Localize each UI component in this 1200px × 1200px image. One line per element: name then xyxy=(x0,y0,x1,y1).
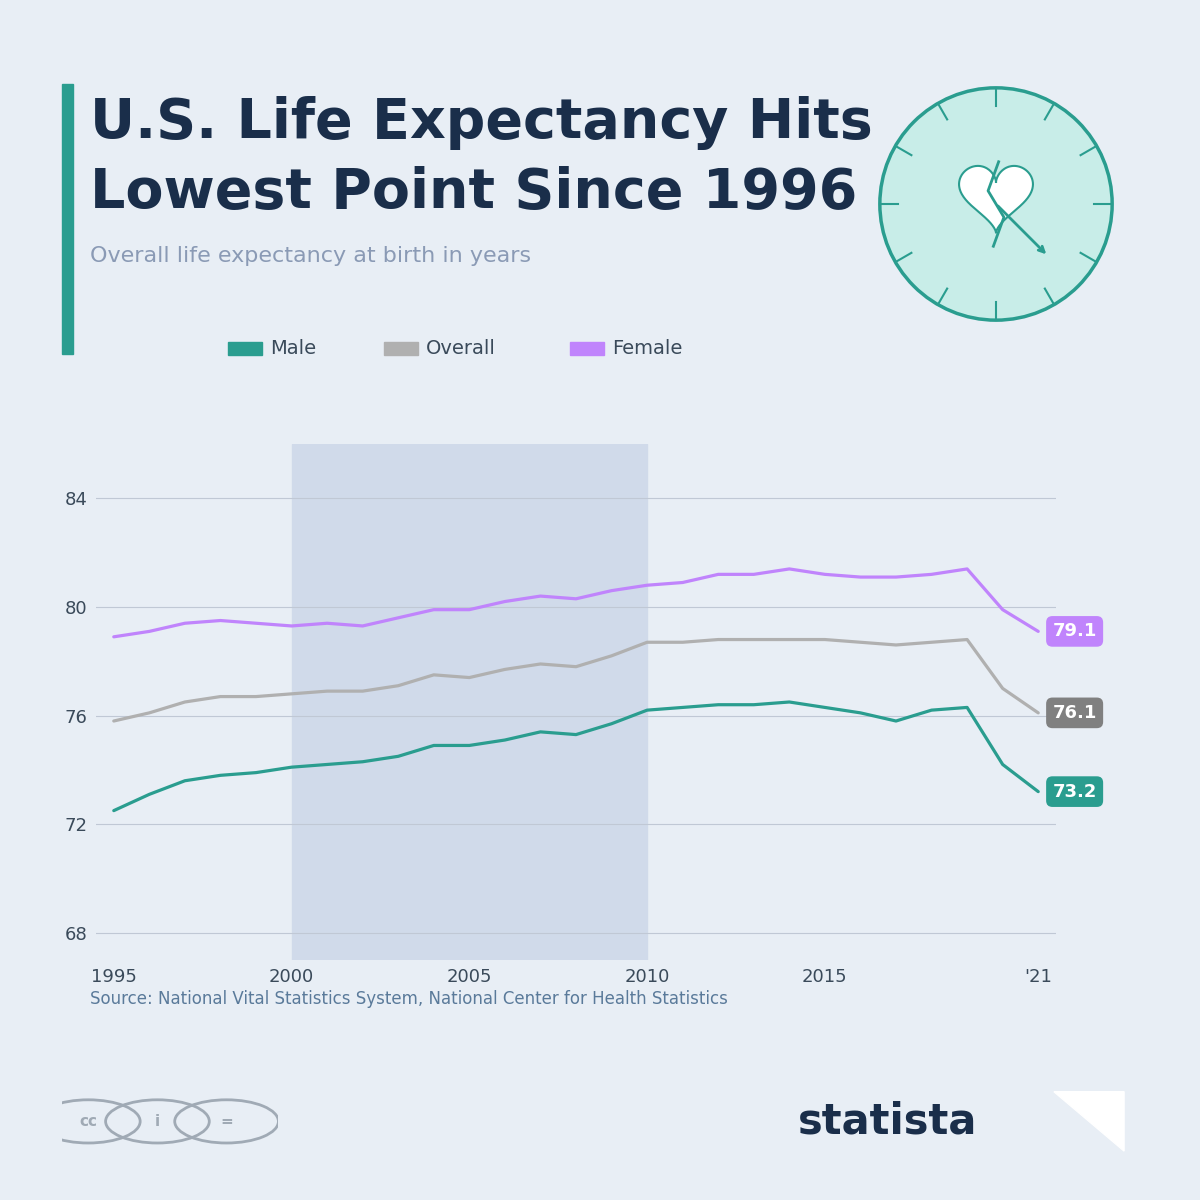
Text: statista: statista xyxy=(798,1102,977,1142)
Text: Female: Female xyxy=(612,338,683,358)
Text: 76.1: 76.1 xyxy=(1052,704,1097,722)
Text: Overall: Overall xyxy=(426,338,496,358)
Bar xyxy=(292,444,647,960)
Text: Lowest Point Since 1996: Lowest Point Since 1996 xyxy=(90,166,857,220)
Text: Male: Male xyxy=(270,338,316,358)
Text: cc: cc xyxy=(79,1114,97,1129)
Polygon shape xyxy=(959,166,1033,233)
Text: 73.2: 73.2 xyxy=(1052,782,1097,800)
Polygon shape xyxy=(1054,1092,1124,1151)
Circle shape xyxy=(880,88,1112,320)
Text: i: i xyxy=(155,1114,160,1129)
Text: Overall life expectancy at birth in years: Overall life expectancy at birth in year… xyxy=(90,246,532,266)
Text: =: = xyxy=(220,1114,233,1129)
Text: U.S. Life Expectancy Hits: U.S. Life Expectancy Hits xyxy=(90,96,872,150)
Text: Source: National Vital Statistics System, National Center for Health Statistics: Source: National Vital Statistics System… xyxy=(90,990,728,1008)
Text: 79.1: 79.1 xyxy=(1052,623,1097,641)
